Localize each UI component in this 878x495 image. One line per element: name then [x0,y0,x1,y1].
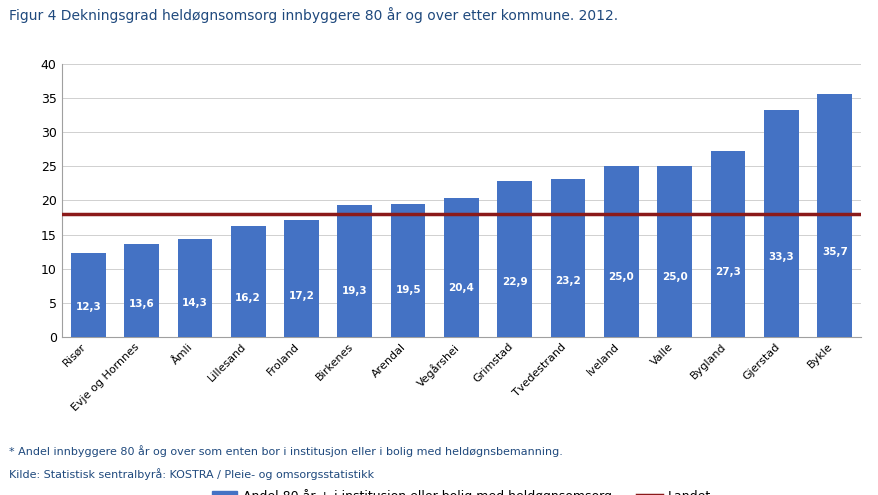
Text: 14,3: 14,3 [182,297,207,307]
Text: 35,7: 35,7 [821,247,846,256]
Bar [763,110,798,337]
Bar [231,226,265,337]
Text: 19,5: 19,5 [395,285,421,295]
Bar [497,181,531,337]
Bar [391,204,425,337]
Bar [124,244,159,337]
Text: 17,2: 17,2 [288,291,314,300]
Bar [337,205,371,337]
Text: 13,6: 13,6 [128,299,155,309]
Text: Kilde: Statistisk sentralbyrå: KOSTRA / Pleie- og omsorgsstatistikk: Kilde: Statistisk sentralbyrå: KOSTRA / … [9,468,373,480]
Text: 20,4: 20,4 [448,283,474,293]
Bar [71,253,105,337]
Bar [177,239,212,337]
Bar [657,166,691,337]
Text: 19,3: 19,3 [342,286,367,296]
Text: 33,3: 33,3 [767,252,794,262]
Text: 22,9: 22,9 [501,277,527,287]
Text: Figur 4 Dekningsgrad heldøgnsomsorg innbyggere 80 år og over etter kommune. 2012: Figur 4 Dekningsgrad heldøgnsomsorg innb… [9,7,617,23]
Text: * Andel innbyggere 80 år og over som enten bor i institusjon eller i bolig med h: * Andel innbyggere 80 år og over som ent… [9,446,562,457]
Text: 23,2: 23,2 [555,276,580,286]
Text: 16,2: 16,2 [235,293,261,303]
Bar [603,166,638,337]
Text: 27,3: 27,3 [715,267,740,277]
Bar [817,94,851,337]
Bar [551,179,585,337]
Bar [284,220,319,337]
Text: 25,0: 25,0 [608,272,634,282]
Text: 25,0: 25,0 [661,272,687,282]
Legend: Andel 80 år + i institusjon eller bolig med heldøgnsomsorg, Landet: Andel 80 år + i institusjon eller bolig … [206,485,716,495]
Text: 12,3: 12,3 [76,302,101,312]
Bar [443,198,479,337]
Bar [710,151,745,337]
